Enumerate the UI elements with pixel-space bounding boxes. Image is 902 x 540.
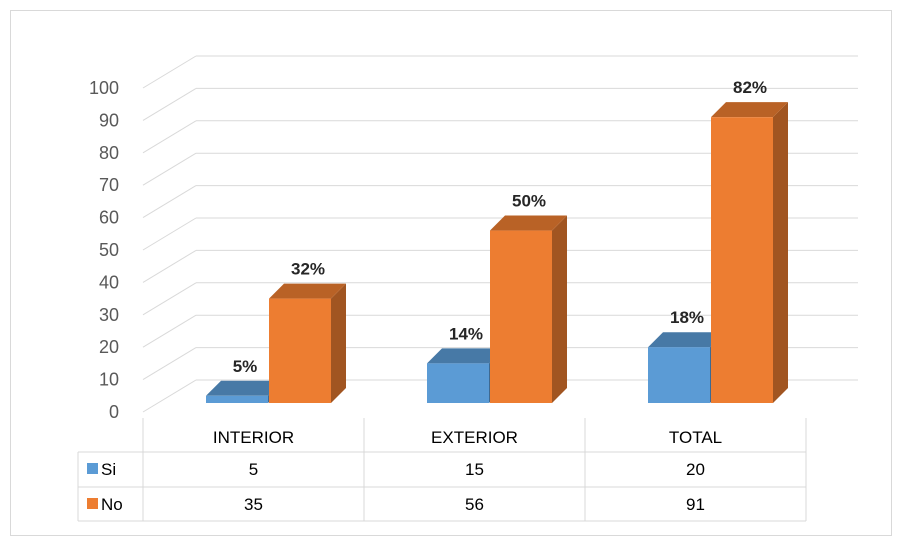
table-cell: 5 bbox=[249, 460, 258, 479]
bar-no bbox=[490, 230, 552, 403]
y-tick-label: 80 bbox=[99, 143, 119, 163]
y-tick-label: 90 bbox=[99, 110, 119, 130]
legend-label-si: Si bbox=[101, 460, 116, 479]
table-cell: 91 bbox=[686, 495, 705, 514]
gridline-diagonal bbox=[142, 282, 197, 316]
y-tick-label: 10 bbox=[99, 370, 119, 390]
bars bbox=[206, 102, 788, 403]
bar-top-si bbox=[648, 332, 725, 348]
gridline-diagonal bbox=[142, 347, 197, 381]
data-label: 18% bbox=[670, 308, 704, 327]
bar-side-no bbox=[552, 215, 567, 403]
bar-si bbox=[427, 363, 489, 403]
y-tick-label: 30 bbox=[99, 305, 119, 325]
data-table: INTERIOR EXTERIOR TOTAL Si 5 15 20 No 35 56 91 bbox=[77, 418, 807, 522]
gridline-diagonal bbox=[142, 55, 197, 89]
bar-top-si bbox=[427, 348, 504, 364]
table-cell: 35 bbox=[244, 495, 263, 514]
gridline-diagonal bbox=[142, 249, 197, 283]
y-tick-label: 60 bbox=[99, 208, 119, 228]
chart-frame bbox=[10, 10, 892, 536]
bar-no bbox=[711, 117, 773, 403]
bar-no bbox=[269, 298, 331, 403]
data-label: 82% bbox=[733, 78, 767, 97]
bar-top-no bbox=[269, 283, 346, 299]
bar-top-si bbox=[206, 380, 283, 396]
legend-key-no bbox=[87, 498, 98, 509]
gridline-diagonal bbox=[142, 120, 197, 154]
legend-key-si bbox=[87, 463, 98, 474]
data-label: 50% bbox=[512, 192, 546, 211]
x-category-label: TOTAL bbox=[669, 428, 722, 447]
x-category-label: INTERIOR bbox=[213, 428, 294, 447]
table-cell: 56 bbox=[465, 495, 484, 514]
y-tick-label: 0 bbox=[109, 402, 119, 422]
bar-side-no bbox=[331, 283, 346, 403]
x-category-label: EXTERIOR bbox=[431, 428, 518, 447]
y-tick-label: 50 bbox=[99, 240, 119, 260]
data-label: 32% bbox=[291, 260, 325, 279]
gridline-diagonal bbox=[142, 217, 197, 251]
table-cell: 15 bbox=[465, 460, 484, 479]
gridline-diagonal bbox=[142, 314, 197, 348]
bar-si bbox=[648, 347, 710, 403]
y-tick-label: 20 bbox=[99, 337, 119, 357]
y-tick-label: 70 bbox=[99, 175, 119, 195]
data-label: 14% bbox=[449, 324, 483, 343]
y-axis: 0 10 20 30 40 50 60 70 80 90 100 bbox=[89, 78, 119, 422]
bar-side-no bbox=[773, 102, 788, 403]
legend-label-no: No bbox=[101, 495, 123, 514]
table-cell: 20 bbox=[686, 460, 705, 479]
bar-top-no bbox=[490, 215, 567, 231]
data-labels: 5% 32% 14% 50% 18% 82% bbox=[233, 78, 767, 376]
gridline-diagonal bbox=[142, 87, 197, 121]
y-tick-label: 100 bbox=[89, 78, 119, 98]
y-tick-label: 40 bbox=[99, 272, 119, 292]
data-label: 5% bbox=[233, 357, 258, 376]
bar-si bbox=[206, 395, 268, 403]
gridline-diagonal bbox=[142, 185, 197, 219]
bar-top-no bbox=[711, 102, 788, 118]
gridline-diagonal bbox=[142, 379, 197, 413]
gridline-diagonal bbox=[142, 152, 197, 186]
